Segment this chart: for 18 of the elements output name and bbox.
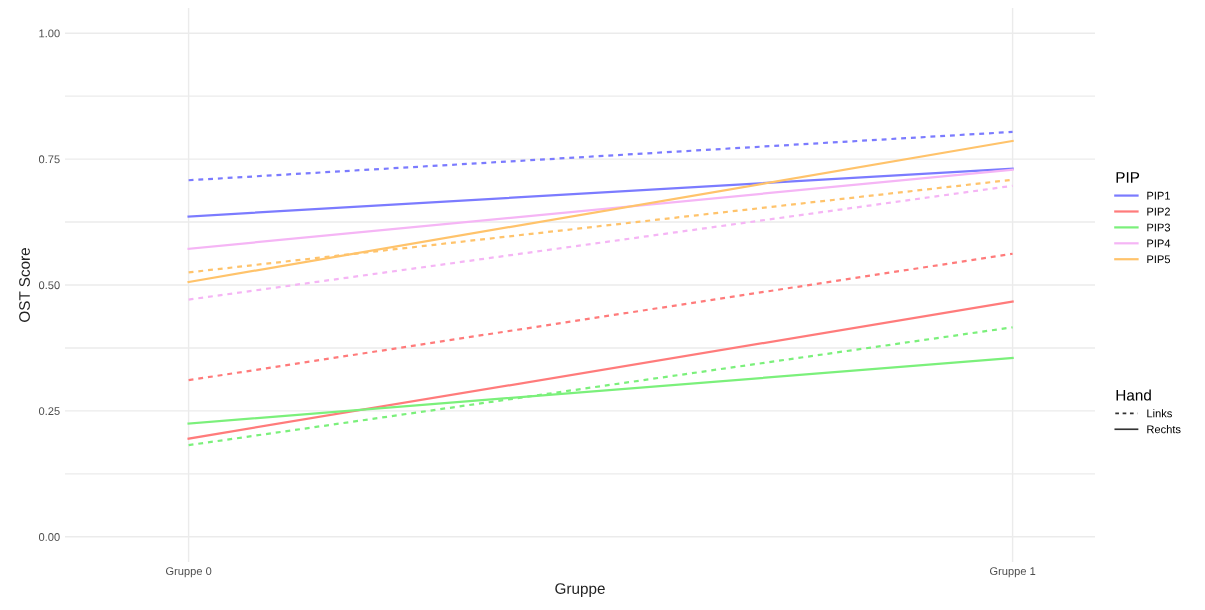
text: Rechts [1147, 425, 1181, 434]
text: PIP [1116, 172, 1140, 183]
legend-label: PIP4 [1147, 239, 1171, 248]
y-tick-label: 0.75 [38, 155, 60, 164]
legend-label: PIP3 [1147, 223, 1171, 232]
legend-label: PIP1 [1147, 191, 1170, 200]
y-tick-label: 0.25 [38, 407, 60, 416]
x-tick-label: Gruppe 1 [990, 567, 1036, 578]
text: Links [1147, 409, 1172, 418]
x-axis-title: Gruppe [555, 583, 605, 598]
y-axis-title: OST Score [19, 248, 30, 322]
legend-label: PIP2 [1147, 207, 1170, 216]
text: Hand [1116, 389, 1151, 401]
y-tick-label: 0.50 [38, 281, 60, 290]
y-tick-label: 0.00 [38, 533, 60, 541]
y-tick-label: 1.00 [39, 29, 60, 38]
legend-label: PIP5 [1147, 255, 1171, 264]
x-tick-label: Gruppe 0 [166, 567, 212, 578]
